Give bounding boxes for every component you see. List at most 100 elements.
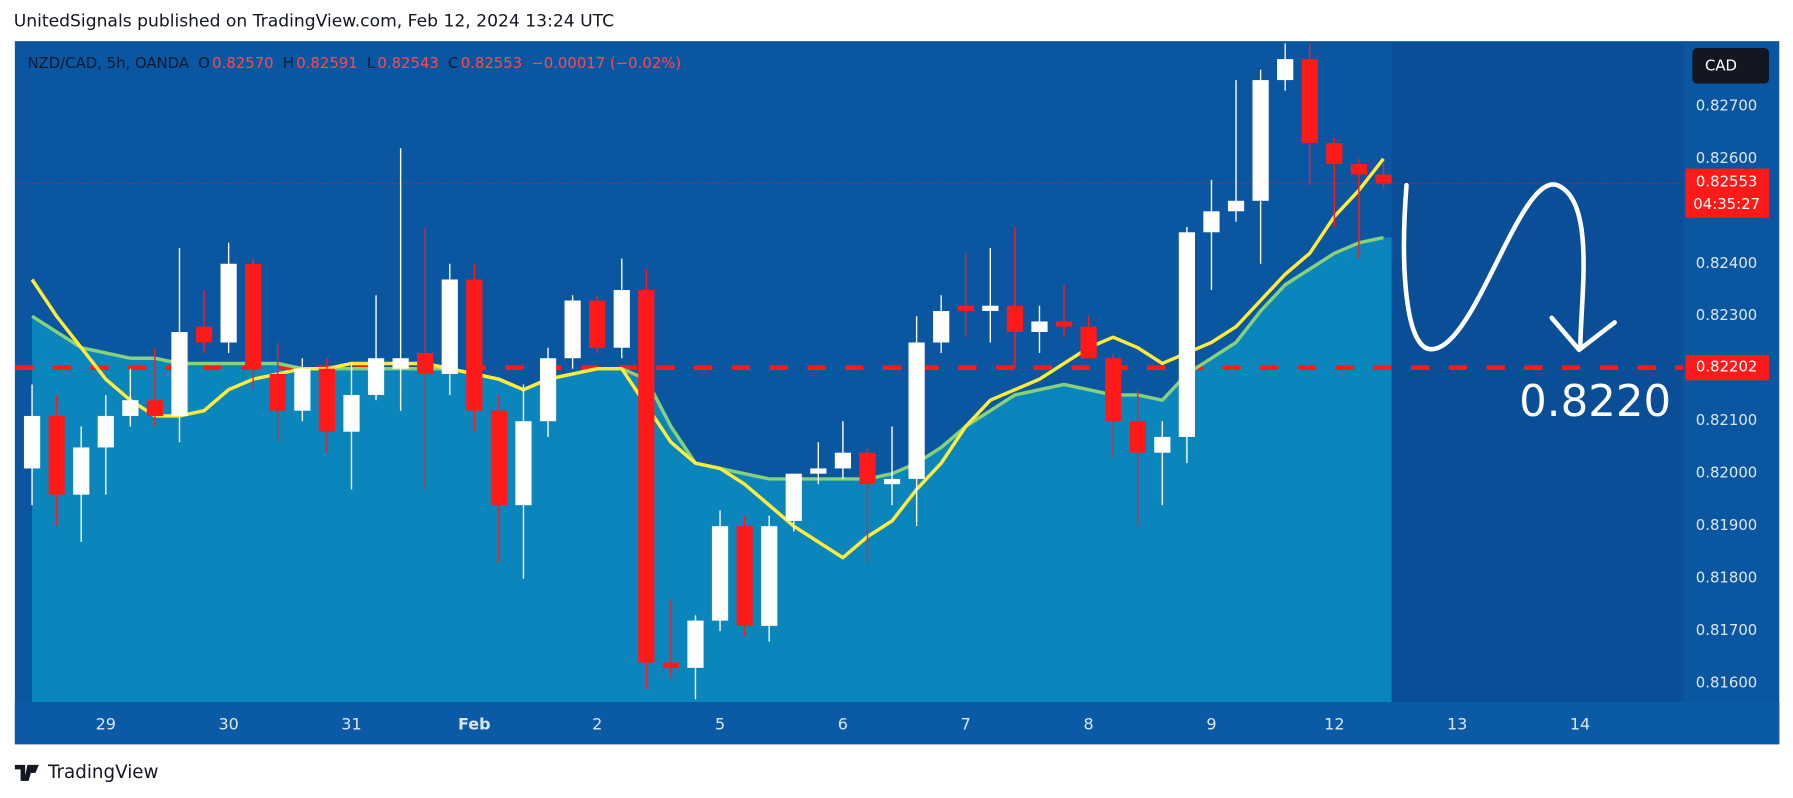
y-tick-label: 0.81800	[1696, 569, 1757, 587]
ohlc-key: H	[283, 54, 294, 72]
future-region	[1391, 42, 1684, 702]
candle-body	[982, 305, 999, 311]
y-tick-label: 0.82100	[1696, 411, 1757, 429]
level-label-bg	[1685, 355, 1769, 381]
x-tick-label: 14	[1570, 714, 1590, 733]
candle-body	[859, 452, 876, 485]
candle-body	[933, 310, 950, 343]
plot	[14, 42, 1684, 702]
candle-body	[908, 342, 925, 479]
candle-body	[711, 526, 729, 621]
ohlc-value: 0.82553	[461, 54, 522, 72]
ma-area	[32, 237, 1392, 702]
candle-body	[785, 473, 802, 521]
x-tick-label: 12	[1324, 714, 1344, 733]
candle-body	[687, 620, 704, 668]
ohlc-key: L	[367, 54, 376, 72]
candle-body	[441, 279, 458, 374]
y-tick-label: 0.82400	[1696, 254, 1757, 272]
hand-drawn-arrow	[1401, 182, 1617, 353]
candle-body	[97, 415, 114, 448]
candle-body	[245, 263, 262, 369]
symbol: NZD/CAD, 5h, OANDA	[27, 54, 189, 72]
y-tick-label: 0.82300	[1696, 306, 1757, 324]
y-tick-label: 0.81700	[1696, 621, 1757, 639]
candle-body	[1006, 305, 1024, 332]
candle-body	[834, 452, 852, 469]
candle-body	[392, 358, 409, 369]
candle-body	[343, 394, 360, 432]
x-tick-label: 5	[715, 714, 725, 733]
candle-body	[1252, 80, 1269, 201]
candle-body	[195, 326, 213, 343]
y-tick-label: 0.81900	[1696, 516, 1757, 534]
ohlc-value: 0.82570	[212, 54, 273, 72]
candle-body	[589, 300, 606, 348]
candle-body	[736, 526, 753, 626]
candle-body	[490, 410, 508, 506]
x-tick-label: 6	[838, 714, 848, 733]
y-tick-label: 0.82700	[1696, 96, 1757, 114]
candle-body	[761, 526, 778, 626]
candle-body	[1375, 174, 1392, 184]
candle-body	[417, 352, 434, 374]
change: −0.00017 (−0.02%)	[531, 54, 681, 72]
candle-body	[23, 415, 41, 469]
level-label: 0.82202	[1696, 358, 1757, 376]
time-axis-bg	[14, 701, 1780, 745]
y-tick-label: 0.82600	[1696, 149, 1757, 167]
candle-body	[564, 300, 581, 359]
brand: TradingView	[14, 762, 159, 783]
ohlc-value: 0.82543	[377, 54, 438, 72]
published-line: UnitedSignals published on TradingView.c…	[14, 12, 614, 32]
y-tick-label: 0.82000	[1696, 464, 1757, 482]
ohlc-key: O	[198, 54, 210, 72]
candle-body	[146, 400, 164, 416]
x-tick-label: 2	[592, 714, 602, 733]
candle-body	[1154, 436, 1171, 453]
currency-button[interactable]	[1692, 48, 1769, 84]
candle-body	[171, 331, 188, 416]
candle-body	[122, 400, 139, 416]
candle-body	[1031, 321, 1048, 332]
x-tick-label: 31	[341, 714, 361, 733]
candle-body	[1178, 232, 1196, 437]
candle-body	[1227, 200, 1245, 212]
candle-body	[48, 415, 65, 495]
candle-body	[1105, 358, 1122, 422]
candle-body	[220, 263, 237, 343]
candle-body	[1203, 211, 1220, 233]
brand-name: TradingView	[47, 762, 159, 783]
candle-body	[810, 468, 827, 474]
countdown-label: 04:35:27	[1693, 195, 1760, 213]
y-tick-label: 0.81600	[1696, 674, 1757, 692]
candle-body	[1350, 164, 1367, 175]
candle-body	[1301, 59, 1318, 144]
price-label-bg	[1685, 168, 1769, 218]
candle-body	[613, 290, 630, 348]
annotation: 0.8220	[1519, 377, 1671, 427]
candle-body	[294, 368, 311, 411]
candle-body	[883, 478, 901, 485]
x-tick-label: 29	[96, 714, 116, 733]
candle-body	[1055, 321, 1073, 327]
candle-body	[1326, 143, 1343, 165]
candle-body	[73, 447, 90, 495]
x-tick-label: 8	[1084, 714, 1094, 733]
brand-logo	[14, 764, 39, 781]
candle-body	[1277, 59, 1294, 81]
x-tick-label: 7	[961, 714, 971, 733]
candle-body	[638, 290, 655, 663]
candle-body	[662, 662, 680, 668]
x-tick-label: Feb	[458, 714, 491, 733]
x-tick-label: 30	[218, 714, 238, 733]
ohlc-value: 0.82591	[296, 54, 357, 72]
candle-body	[318, 368, 336, 432]
x-tick-label: 13	[1447, 714, 1467, 733]
candle-body	[1129, 421, 1146, 453]
currency-button-label[interactable]: CAD	[1705, 56, 1737, 74]
candle-body	[957, 305, 974, 311]
candle-body	[539, 358, 557, 422]
candle-body	[367, 358, 385, 395]
